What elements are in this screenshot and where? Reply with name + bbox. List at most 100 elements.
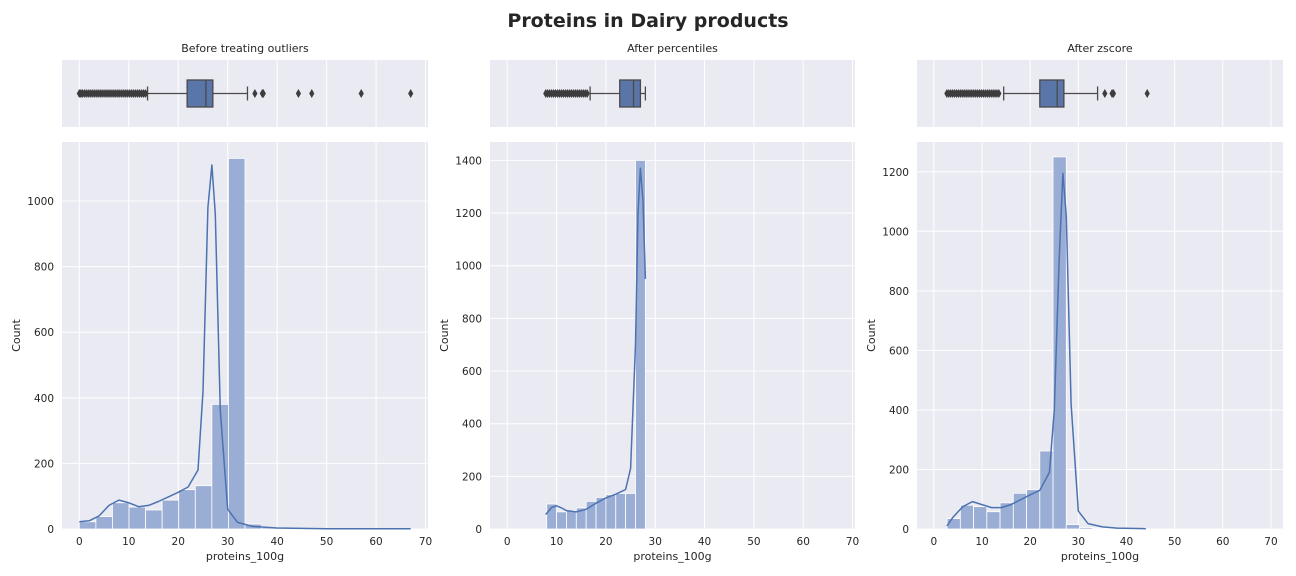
x-tick-label: 20 [172,536,185,548]
y-tick-label: 800 [462,313,482,325]
histogram-bar [211,403,229,530]
histogram-bar [112,502,130,530]
x-tick-label: 20 [599,536,612,548]
box-iqr [1039,79,1065,108]
x-tick-label: 40 [698,536,711,548]
histogram-bar [1065,524,1080,530]
x-tick-label: 40 [270,536,283,548]
y-axis-label: Count [438,318,451,351]
x-tick-label: 70 [846,536,859,548]
x-tick-label: 0 [931,536,938,548]
histogram-area [490,142,855,529]
histogram-bar [1012,492,1027,530]
x-tick-label: 50 [1168,536,1181,548]
y-tick-label: 400 [34,393,54,405]
histogram-bar [1039,450,1054,530]
x-tick-label: 30 [649,536,662,548]
y-tick-label: 1000 [882,226,909,238]
kde-curve [79,164,411,530]
histogram-bar [959,504,974,530]
y-tick-label: 200 [34,458,54,470]
y-tick-label: 600 [462,366,482,378]
x-tick-label: 10 [975,536,988,548]
kde-curve [946,172,1146,530]
histogram-bar [615,493,627,530]
box-outlier-point [1102,89,1108,98]
box-outlier-point [408,89,414,98]
y-tick-label: 200 [889,464,909,476]
x-tick-label: 10 [550,536,563,548]
box-outlier-point [584,89,590,98]
y-tick-label: 1200 [882,167,909,179]
histogram-bar [1052,156,1067,530]
y-tick-label: 1000 [27,196,54,208]
box-outlier-point [309,89,315,98]
boxplot-title: Before treating outliers [181,42,309,55]
y-tick-label: 800 [34,262,54,274]
box-outlier-point [358,89,364,98]
box-outlier-point [260,89,266,98]
histogram-bar [1079,527,1094,530]
x-tick-label: 60 [797,536,810,548]
y-tick-label: 200 [462,471,482,483]
histogram-bar [178,489,196,530]
kde-curve [545,167,647,515]
x-tick-label: 60 [1216,536,1229,548]
box-outlier-point [142,89,149,98]
y-tick-label: 600 [34,327,54,339]
histogram-bar [566,510,577,530]
y-tick-label: 1000 [455,261,482,273]
histogram-bar [228,157,246,530]
x-tick-label: 60 [369,536,382,548]
x-tick-label: 30 [221,536,234,548]
box-outlier-point [295,89,302,98]
x-tick-label: 10 [122,536,135,548]
chart-panel-3: After zscore 0 200 400 600 800 1000 1200 0 10 20 30… [865,42,1283,563]
y-tick-label: 0 [475,524,482,536]
x-tick-label: 0 [76,536,83,548]
boxplot-title: After percentiles [627,42,718,55]
histogram-bar [145,509,163,530]
box-outlier-point [996,89,1002,98]
x-tick-label: 0 [504,536,511,548]
box-iqr [619,79,642,108]
x-tick-label: 40 [1120,536,1133,548]
y-axis-label: Count [10,318,23,351]
x-tick-label: 50 [747,536,760,548]
y-tick-label: 800 [889,286,909,298]
x-tick-label: 30 [1072,536,1085,548]
histogram-area [917,142,1283,529]
y-tick-label: 0 [902,524,909,536]
box-outlier-point [1110,89,1117,98]
chart-panel-2: After percentiles02004006008001000120014… [438,42,859,563]
histogram-bar [161,499,180,530]
y-tick-label: 600 [889,345,909,357]
histogram-bar [95,516,113,530]
histogram-bar [973,506,988,530]
x-tick-label: 70 [419,536,432,548]
chart-panel-1: Before treating outliers0200400600800100… [10,42,432,563]
x-axis-label: proteins_100g [1061,550,1139,563]
histogram-bar [1092,527,1107,530]
y-tick-label: 0 [47,524,54,536]
x-tick-label: 50 [320,536,333,548]
histogram-bar [556,511,567,530]
histogram-bar [605,494,617,530]
boxplot-title: After zscore [1067,42,1132,55]
y-tick-label: 1200 [455,208,482,220]
x-axis-label: proteins_100g [206,550,284,563]
figure-title: Proteins in Dairy products [507,10,788,32]
histogram-bar [128,506,146,530]
histogram-bar [78,521,97,530]
x-tick-label: 20 [1023,536,1036,548]
histogram-bar [194,485,213,530]
y-tick-label: 1400 [455,155,482,167]
box-outlier-point [1144,89,1150,98]
box-outlier-point [252,89,258,98]
histogram-bar [625,493,636,530]
y-axis-label: Count [865,318,878,351]
histogram-bar [986,511,1001,530]
y-tick-label: 400 [889,405,909,417]
box-iqr [186,79,214,108]
